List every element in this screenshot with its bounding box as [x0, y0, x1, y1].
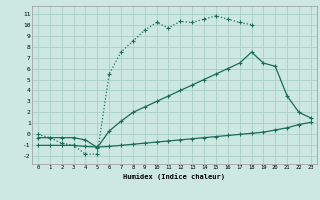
X-axis label: Humidex (Indice chaleur): Humidex (Indice chaleur): [124, 173, 225, 180]
